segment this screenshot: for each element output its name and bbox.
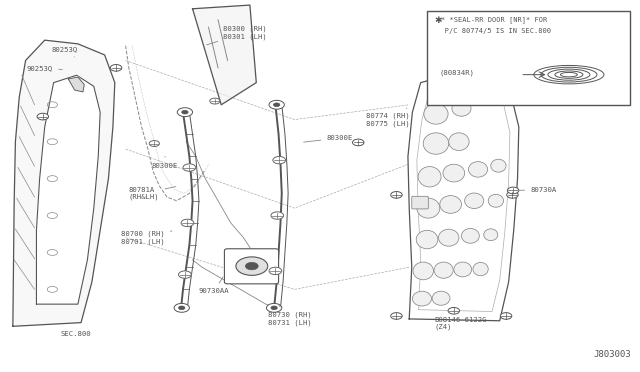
Text: J803003: J803003 bbox=[593, 350, 631, 359]
Ellipse shape bbox=[432, 291, 450, 305]
Text: * *SEAL-RR DOOR [NR]* FOR: * *SEAL-RR DOOR [NR]* FOR bbox=[441, 16, 547, 23]
FancyBboxPatch shape bbox=[427, 11, 630, 105]
Ellipse shape bbox=[468, 161, 488, 177]
Circle shape bbox=[271, 212, 284, 219]
Text: 90730AA: 90730AA bbox=[199, 277, 230, 294]
Circle shape bbox=[236, 257, 268, 275]
Text: B08146-6122G
(Z4): B08146-6122G (Z4) bbox=[435, 311, 487, 330]
Text: 80730A: 80730A bbox=[518, 187, 557, 193]
Ellipse shape bbox=[491, 159, 506, 172]
Text: P/C 80774/5 IS IN SEC.800: P/C 80774/5 IS IN SEC.800 bbox=[432, 28, 551, 34]
Ellipse shape bbox=[488, 194, 504, 207]
Ellipse shape bbox=[438, 229, 459, 246]
Polygon shape bbox=[193, 5, 256, 105]
Ellipse shape bbox=[484, 229, 498, 241]
Circle shape bbox=[273, 157, 285, 164]
Ellipse shape bbox=[418, 167, 441, 187]
Circle shape bbox=[183, 164, 196, 171]
Ellipse shape bbox=[452, 101, 471, 116]
Circle shape bbox=[507, 192, 518, 198]
Circle shape bbox=[177, 108, 193, 116]
Text: 80730 (RH)
80731 (LH): 80730 (RH) 80731 (LH) bbox=[268, 305, 312, 326]
Text: 90253Q: 90253Q bbox=[27, 65, 62, 71]
Circle shape bbox=[181, 219, 194, 227]
Ellipse shape bbox=[449, 133, 469, 151]
Circle shape bbox=[179, 306, 185, 310]
Circle shape bbox=[110, 64, 122, 71]
Ellipse shape bbox=[423, 133, 449, 154]
Circle shape bbox=[182, 110, 188, 114]
Circle shape bbox=[391, 312, 402, 319]
Ellipse shape bbox=[440, 196, 461, 213]
Text: 80253Q: 80253Q bbox=[51, 46, 77, 57]
Circle shape bbox=[266, 304, 282, 312]
Circle shape bbox=[391, 192, 402, 198]
Circle shape bbox=[210, 98, 220, 104]
Text: 80300 (RH)
80301 (LH): 80300 (RH) 80301 (LH) bbox=[207, 26, 267, 45]
Polygon shape bbox=[13, 40, 115, 326]
Ellipse shape bbox=[417, 198, 440, 218]
Text: (80834R): (80834R) bbox=[440, 70, 475, 76]
FancyBboxPatch shape bbox=[412, 196, 428, 209]
Circle shape bbox=[269, 100, 284, 109]
Text: 80774 (RH)
80775 (LH): 80774 (RH) 80775 (LH) bbox=[366, 108, 410, 126]
Circle shape bbox=[508, 187, 519, 194]
Ellipse shape bbox=[473, 262, 488, 276]
Circle shape bbox=[271, 306, 277, 310]
Circle shape bbox=[353, 139, 364, 146]
Text: 80300E: 80300E bbox=[151, 157, 177, 169]
Ellipse shape bbox=[416, 230, 438, 249]
Circle shape bbox=[174, 304, 189, 312]
Ellipse shape bbox=[413, 262, 433, 280]
Circle shape bbox=[37, 113, 49, 120]
Ellipse shape bbox=[454, 262, 472, 277]
Text: ✱: ✱ bbox=[435, 16, 442, 25]
Circle shape bbox=[179, 271, 191, 278]
Ellipse shape bbox=[424, 104, 448, 124]
Circle shape bbox=[246, 262, 258, 270]
Text: 80300E: 80300E bbox=[303, 135, 353, 142]
Text: 80700 (RH)
80701 (LH): 80700 (RH) 80701 (LH) bbox=[121, 231, 172, 245]
Text: 80781A
(RH&LH): 80781A (RH&LH) bbox=[129, 187, 176, 200]
Circle shape bbox=[269, 267, 282, 275]
Circle shape bbox=[149, 141, 159, 147]
Circle shape bbox=[448, 308, 460, 314]
Text: SEC.800: SEC.800 bbox=[60, 331, 91, 337]
FancyBboxPatch shape bbox=[225, 249, 278, 284]
Ellipse shape bbox=[434, 262, 453, 278]
Circle shape bbox=[273, 103, 280, 107]
Polygon shape bbox=[408, 73, 519, 321]
Ellipse shape bbox=[465, 193, 484, 209]
Ellipse shape bbox=[461, 228, 479, 243]
Polygon shape bbox=[68, 77, 84, 92]
Circle shape bbox=[500, 312, 512, 319]
Ellipse shape bbox=[443, 164, 465, 182]
Ellipse shape bbox=[412, 291, 431, 306]
Polygon shape bbox=[36, 75, 100, 304]
